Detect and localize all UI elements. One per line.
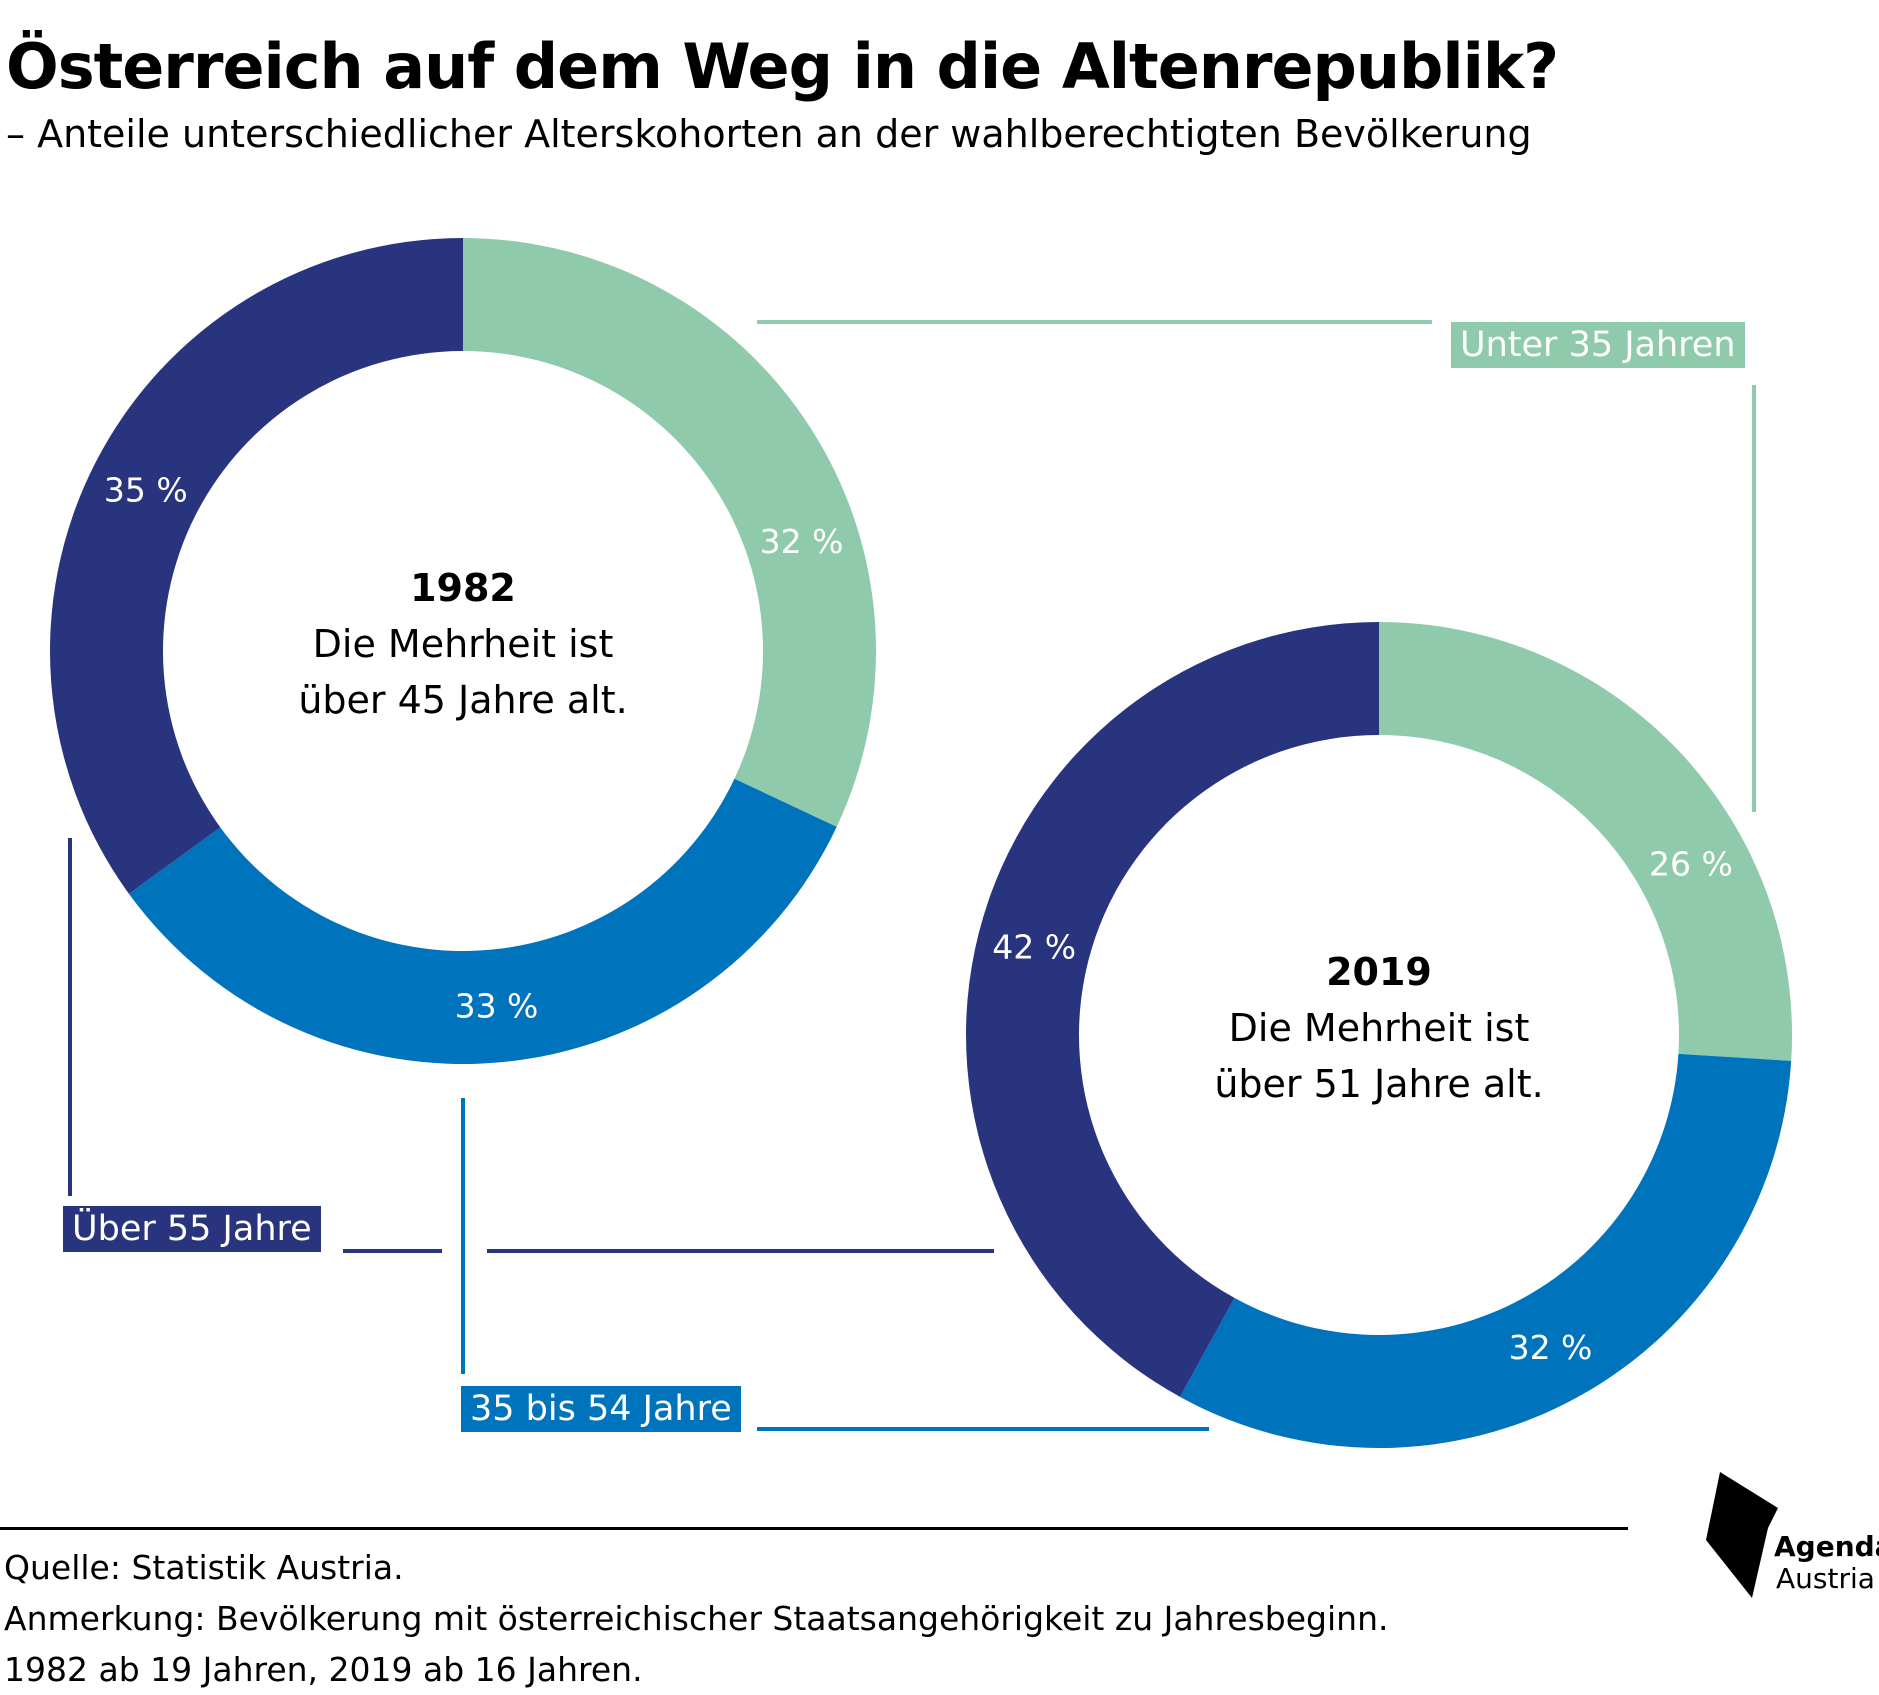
donut-1982-value-label: 33 % [455, 986, 539, 1025]
logo-text-austria: Austria [1776, 1562, 1875, 1595]
donut-2019: 26 % 32 % 42 % 2019 Die Mehrheit ist über 51 … [965, 622, 1792, 1448]
source-note: Quelle: Statistik Austria. [4, 1548, 404, 1587]
donut-1982-value-label: 35 % [104, 470, 188, 509]
donut-1982-slice-ueber_55 [49, 238, 463, 894]
logo-text-agenda: Agenda [1774, 1530, 1879, 1563]
donut-1982-value-label: 32 % [760, 522, 844, 561]
donut-1982-year-label: 1982 [410, 566, 516, 610]
donut-charts: 32 % 33 % 35 % 1982 Die Mehrheit ist über 45 … [49, 238, 1792, 1448]
legend-35-bis-54: 35 bis 54 Jahre [461, 1386, 741, 1432]
donut-2019-slice-unter_35 [1379, 622, 1792, 1061]
donut-1982-center-text-line1: Die Mehrheit ist [313, 622, 614, 666]
chart-title: Österreich auf dem Weg in die Altenrepub… [6, 30, 1559, 103]
donut-2019-year-label: 2019 [1326, 950, 1432, 994]
donut-2019-value-label: 42 % [992, 927, 1076, 966]
donut-2019-value-label: 32 % [1509, 1328, 1593, 1367]
donut-1982: 32 % 33 % 35 % 1982 Die Mehrheit ist über 45 … [49, 238, 876, 1064]
donut-1982-center-text-line2: über 45 Jahre alt. [298, 678, 627, 722]
donut-2019-slice-ueber_55 [965, 622, 1379, 1397]
legend-unter-35: Unter 35 Jahren [1451, 322, 1745, 368]
donut-2019-slice-35_bis_54 [1180, 1053, 1792, 1448]
donut-1982-slice-unter_35 [463, 238, 876, 827]
annotation-note: Anmerkung: Bevölkerung mit österreichisc… [4, 1599, 1389, 1638]
chart-subtitle: – Anteile unterschiedlicher Alterskohort… [6, 112, 1532, 156]
footer: Quelle: Statistik Austria. Anmerkung: Be… [4, 1542, 1389, 1695]
annotation-note-2: 1982 ab 19 Jahren, 2019 ab 16 Jahren. [4, 1650, 643, 1689]
donut-1982-slice-35_bis_54 [128, 778, 837, 1064]
agenda-austria-logo-icon [1706, 1472, 1778, 1598]
footer-divider [0, 1527, 1628, 1530]
donut-2019-value-label: 26 % [1649, 844, 1733, 883]
legend-ueber-55: Über 55 Jahre [63, 1206, 321, 1252]
legend-connector-lines [68, 320, 1756, 1431]
donut-2019-center-text-line1: Die Mehrheit ist [1229, 1006, 1530, 1050]
donut-2019-center-text-line2: über 51 Jahre alt. [1214, 1062, 1543, 1106]
